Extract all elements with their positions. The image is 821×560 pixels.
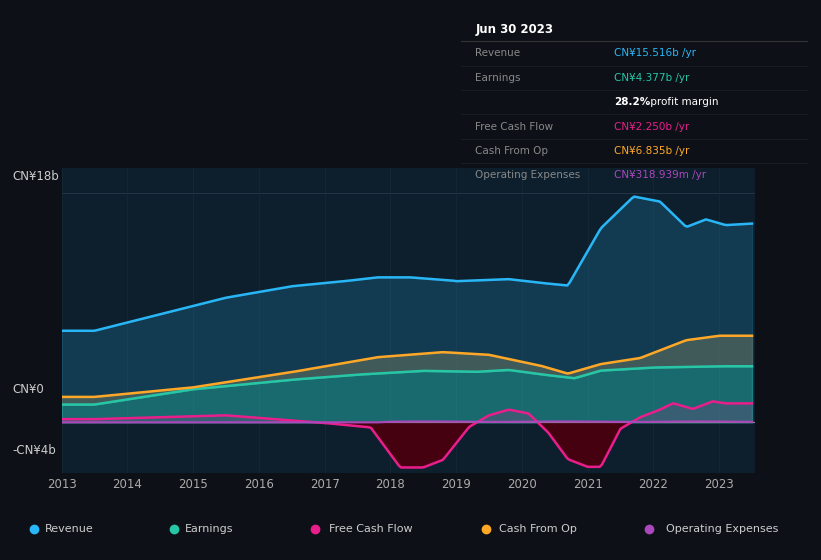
Text: CN¥4.377b /yr: CN¥4.377b /yr: [614, 73, 689, 83]
Text: 28.2%: 28.2%: [614, 97, 650, 107]
Text: Free Cash Flow: Free Cash Flow: [475, 122, 553, 132]
Text: CN¥2.250b /yr: CN¥2.250b /yr: [614, 122, 689, 132]
Text: Free Cash Flow: Free Cash Flow: [329, 524, 413, 534]
Text: Jun 30 2023: Jun 30 2023: [475, 22, 553, 35]
Text: Cash From Op: Cash From Op: [499, 524, 577, 534]
Text: CN¥6.835b /yr: CN¥6.835b /yr: [614, 146, 689, 156]
Text: CN¥15.516b /yr: CN¥15.516b /yr: [614, 48, 696, 58]
Text: Earnings: Earnings: [475, 73, 521, 83]
Text: profit margin: profit margin: [647, 97, 718, 107]
Text: CN¥0: CN¥0: [12, 382, 44, 396]
Text: -CN¥4b: -CN¥4b: [12, 444, 56, 458]
Text: Cash From Op: Cash From Op: [475, 146, 548, 156]
Text: CN¥18b: CN¥18b: [12, 170, 59, 183]
Text: Revenue: Revenue: [475, 48, 521, 58]
Text: Operating Expenses: Operating Expenses: [666, 524, 778, 534]
Text: CN¥318.939m /yr: CN¥318.939m /yr: [614, 170, 706, 180]
Text: Earnings: Earnings: [185, 524, 233, 534]
Text: Operating Expenses: Operating Expenses: [475, 170, 580, 180]
Text: Revenue: Revenue: [45, 524, 94, 534]
